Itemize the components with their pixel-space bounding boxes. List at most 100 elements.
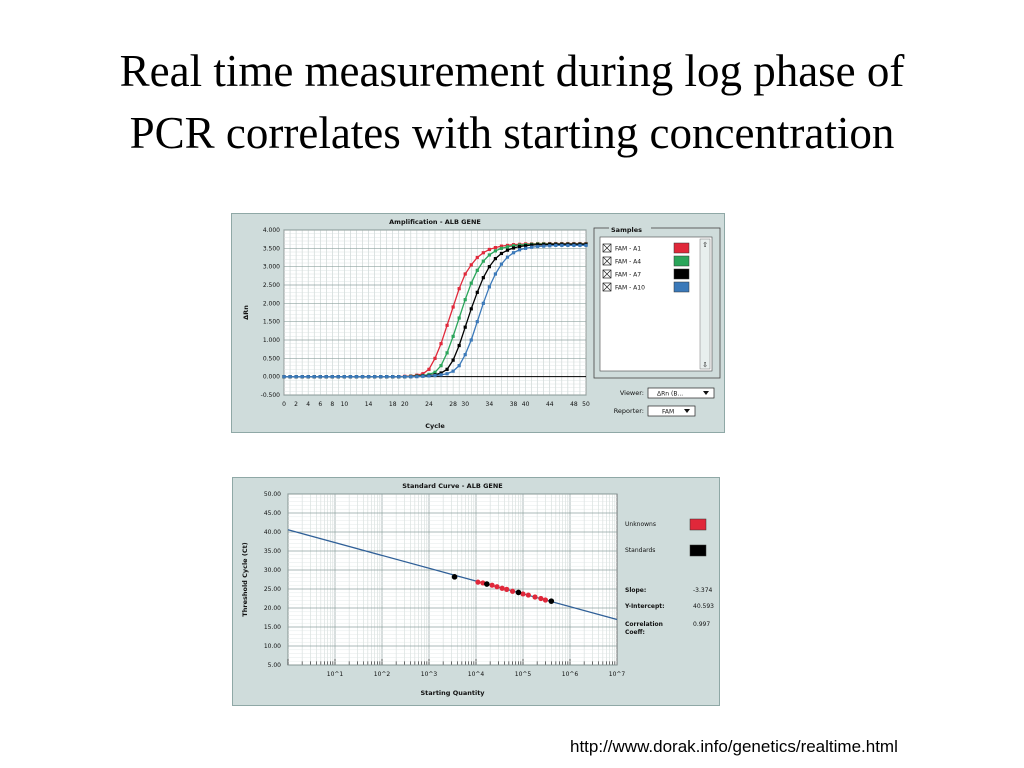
data-point xyxy=(439,364,443,368)
legend-swatch xyxy=(689,518,707,531)
y-tick-label: 35.00 xyxy=(264,548,281,555)
data-point xyxy=(469,307,473,311)
standard-point xyxy=(451,574,458,580)
legend-swatch xyxy=(673,255,690,267)
data-point xyxy=(445,372,449,376)
y-tick-label: 4.000 xyxy=(263,227,280,234)
x-tick-label: 44 xyxy=(546,401,554,408)
data-point xyxy=(566,243,570,247)
stat-value: 0.997 xyxy=(693,621,710,628)
checkbox-icon xyxy=(602,243,612,253)
standard-point xyxy=(515,589,522,596)
data-point xyxy=(379,375,383,379)
legend-swatch xyxy=(673,281,690,293)
data-point xyxy=(536,244,540,249)
data-point xyxy=(469,263,473,267)
unknown-point xyxy=(525,592,531,598)
plot-controls: Viewer: ΔRn (B... Reporter: FAM xyxy=(614,387,715,417)
scroll-up-icon: ⇧ xyxy=(702,241,708,249)
chart-title: Amplification - ALB GENE xyxy=(389,218,481,226)
unknown-point xyxy=(532,594,538,600)
x-tick-label: 50 xyxy=(582,401,590,408)
viewer-value: ΔRn (B... xyxy=(657,391,683,398)
unknown-point xyxy=(509,588,516,594)
data-point xyxy=(524,244,528,248)
data-point xyxy=(481,301,485,305)
standard-curve-legend: Unknowns Standards xyxy=(625,518,707,557)
data-point xyxy=(481,259,485,263)
x-tick-label: 4 xyxy=(306,401,310,408)
scroll-down-icon: ⇩ xyxy=(702,361,708,369)
data-point xyxy=(306,375,310,379)
source-url[interactable]: http://www.dorak.info/genetics/realtime.… xyxy=(570,737,898,756)
fit-line xyxy=(287,529,618,621)
stat-label: Slope: xyxy=(625,587,646,594)
series-4 xyxy=(282,243,588,379)
unknown-point xyxy=(504,586,510,592)
data-point xyxy=(354,375,359,379)
slide-title-line-2: PCR correlates with starting concentrati… xyxy=(129,108,895,158)
x-tick-label: 20 xyxy=(401,401,409,408)
checkbox-cross xyxy=(602,243,612,253)
data-point xyxy=(524,246,528,250)
checkbox-icon xyxy=(602,269,612,279)
data-point xyxy=(542,244,546,248)
y-tick-label: 2.500 xyxy=(263,282,280,289)
stat-value: -3.374 xyxy=(693,587,713,594)
y-tick-label: 1.500 xyxy=(263,319,280,326)
data-point xyxy=(511,251,516,255)
viewer-label: Viewer: xyxy=(620,389,644,397)
x-tick-label: 24 xyxy=(425,401,433,408)
data-point xyxy=(324,375,328,379)
legend-title: Samples xyxy=(611,226,642,234)
y-tick-label: 2.000 xyxy=(263,300,280,307)
data-point xyxy=(493,246,497,250)
grid xyxy=(283,229,587,396)
data-point xyxy=(433,370,437,374)
data-point xyxy=(445,351,449,355)
data-point xyxy=(505,248,510,252)
data-point xyxy=(584,243,588,247)
data-point xyxy=(499,262,504,266)
legend-item-label: FAM - A7 xyxy=(615,272,641,279)
data-point xyxy=(451,369,455,373)
data-point xyxy=(530,245,534,249)
data-point xyxy=(536,243,540,247)
x-tick-label: 10^7 xyxy=(609,671,626,678)
checkbox-icon xyxy=(602,256,612,266)
data-point xyxy=(282,375,286,379)
data-point xyxy=(517,248,522,252)
data-point xyxy=(403,375,407,379)
y-tick-label: 1.000 xyxy=(263,337,280,344)
x-tick-label: 40 xyxy=(522,401,530,408)
data-point xyxy=(288,375,292,379)
x-tick-label: 34 xyxy=(486,401,494,408)
x-axis-label: Cycle xyxy=(425,422,445,430)
data-point xyxy=(373,375,377,379)
data-point xyxy=(457,364,461,368)
data-point xyxy=(360,375,365,379)
legend-item-label: FAM - A10 xyxy=(615,285,645,292)
legend-list xyxy=(599,236,713,372)
data-point xyxy=(493,249,497,253)
regression-stats: Slope: -3.374 Y-Intercept: 40.593 Correlatio… xyxy=(624,587,714,636)
stat-label: Y-Intercept: xyxy=(624,603,665,610)
standard-point xyxy=(484,581,490,587)
amplification-plot-panel: Amplification - ALB GENE 4.000 3.500 3.000 2… xyxy=(231,213,725,433)
x-tick-label: 14 xyxy=(365,401,373,408)
unknown-point xyxy=(520,591,526,597)
checkbox-cross xyxy=(602,282,612,292)
unknown-point xyxy=(538,595,544,602)
unknown-point xyxy=(494,584,500,590)
y-axis-label: ΔRn xyxy=(242,305,250,320)
data-point xyxy=(505,255,510,259)
data-point xyxy=(439,371,443,375)
data-point xyxy=(481,276,485,280)
stat-label: Coeff: xyxy=(625,629,645,636)
data-point xyxy=(421,374,425,378)
legend-item-label: Unknowns xyxy=(625,521,656,528)
data-point xyxy=(578,243,582,247)
data-point xyxy=(445,367,449,371)
x-tick-label: 10^4 xyxy=(468,671,485,678)
data-point xyxy=(499,251,504,256)
